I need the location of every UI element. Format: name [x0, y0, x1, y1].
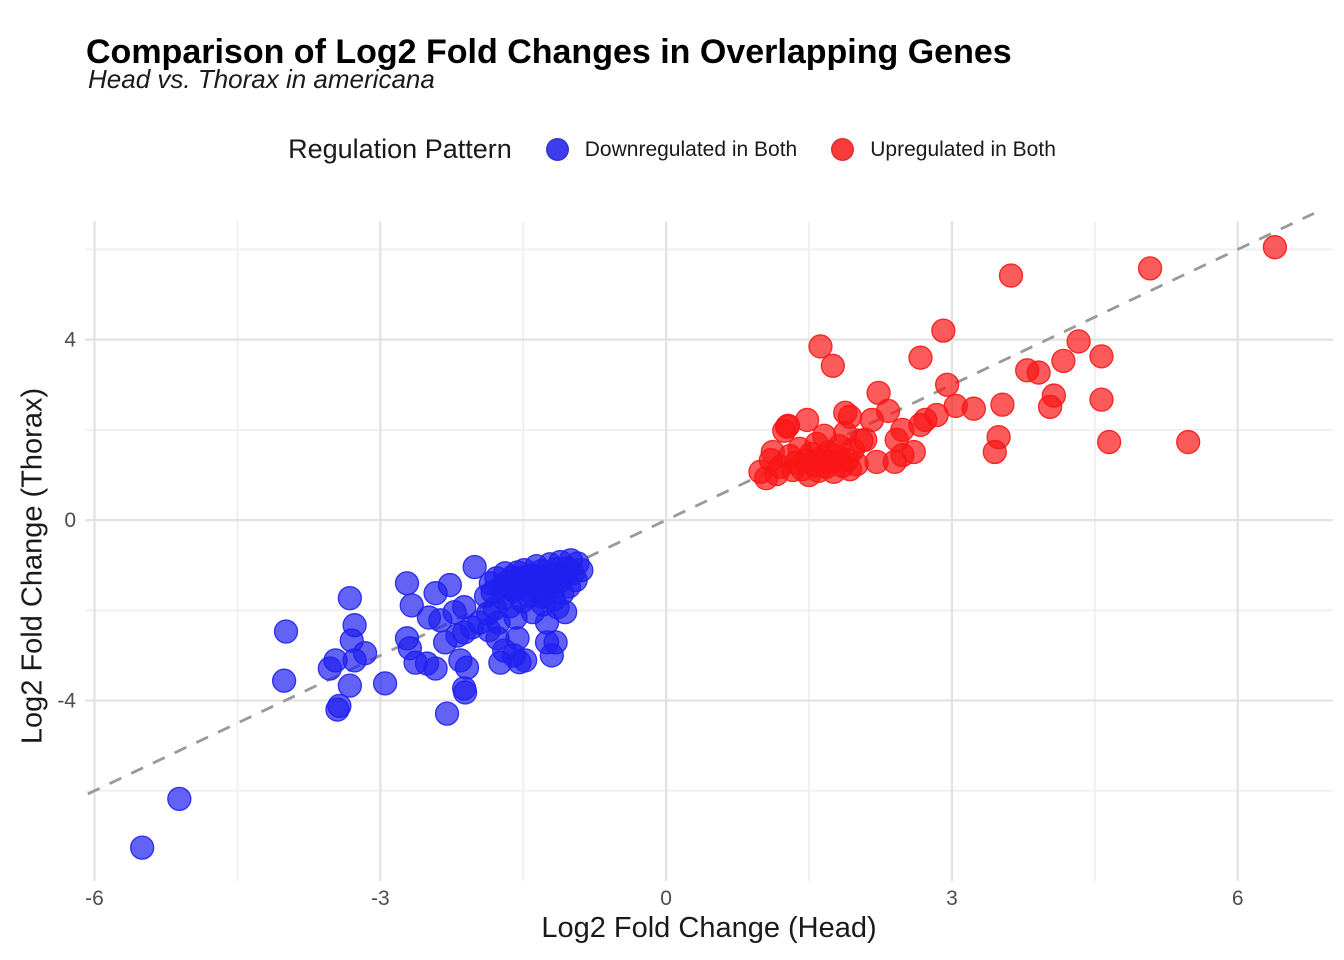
x-tick-label: 0: [660, 887, 672, 910]
data-point: [462, 554, 487, 580]
data-point: [961, 396, 986, 421]
data-point: [552, 599, 578, 625]
data-point: [394, 571, 420, 596]
data-point: [325, 697, 350, 722]
page-title: Comparison of Log2 Fold Changes in Overl…: [86, 32, 1012, 71]
data-point: [990, 392, 1015, 417]
data-point: [372, 671, 398, 696]
data-point: [496, 575, 522, 600]
data-point: [875, 398, 901, 424]
legend-label: Downregulated in Both: [584, 137, 798, 161]
data-point: [130, 835, 155, 860]
data-point: [931, 318, 956, 343]
data-point: [986, 424, 1011, 450]
data-point: [454, 655, 480, 680]
red-dot-icon: [831, 138, 855, 161]
data-point: [337, 585, 362, 611]
data-point: [434, 701, 460, 726]
data-point: [505, 626, 530, 651]
legend-item-downregulated: Downregulated in Both: [545, 137, 798, 162]
data-point: [901, 439, 926, 465]
legend: Regulation Pattern Downregulated in Both…: [0, 134, 1344, 165]
data-point: [1089, 344, 1114, 369]
x-tick-label: -3: [371, 887, 390, 910]
legend-title: Regulation Pattern: [288, 134, 512, 164]
data-point: [1041, 383, 1067, 408]
x-tick-label: 6: [1232, 887, 1244, 910]
y-tick-label: -4: [57, 690, 76, 713]
data-point: [1051, 348, 1076, 373]
data-point: [1096, 429, 1122, 455]
legend-item-upregulated: Upregulated in Both: [831, 138, 1056, 162]
data-point: [543, 630, 568, 655]
data-point: [488, 650, 513, 675]
data-point: [908, 345, 933, 370]
legend-label: Upregulated in Both: [870, 137, 1056, 161]
data-point: [473, 584, 499, 609]
data-point: [423, 581, 448, 606]
data-point: [1026, 360, 1051, 385]
data-point: [273, 619, 299, 644]
data-point: [337, 673, 362, 698]
data-point: [1137, 256, 1163, 281]
data-point: [1089, 387, 1114, 412]
data-point: [1262, 235, 1288, 260]
x-tick-label: -6: [85, 887, 104, 910]
data-point: [399, 593, 424, 618]
data-point: [271, 668, 297, 693]
data-point: [536, 572, 562, 597]
data-point: [844, 452, 869, 477]
data-point: [935, 372, 960, 397]
data-point: [794, 407, 820, 433]
data-point: [423, 656, 448, 681]
data-point: [1066, 329, 1091, 354]
x-tick-label: 3: [946, 887, 958, 910]
y-axis-title: Log2 Fold Change (Thorax): [16, 387, 49, 745]
x-axis-title: Log2 Fold Change (Head): [541, 912, 877, 944]
data-point: [352, 641, 378, 666]
data-point: [882, 449, 907, 475]
blue-dot-icon: [545, 138, 569, 161]
data-point: [452, 680, 478, 705]
data-point: [808, 334, 833, 359]
y-tick-label: 4: [64, 329, 76, 352]
data-point: [998, 263, 1024, 288]
data-point: [1176, 429, 1201, 455]
data-point: [820, 353, 845, 378]
data-point: [432, 630, 458, 655]
data-point: [167, 786, 192, 812]
data-point: [837, 404, 863, 429]
identity-line: [87, 212, 1315, 796]
page-subtitle: Head vs. Thorax in americana: [88, 64, 435, 94]
y-tick-label: 0: [64, 509, 76, 532]
